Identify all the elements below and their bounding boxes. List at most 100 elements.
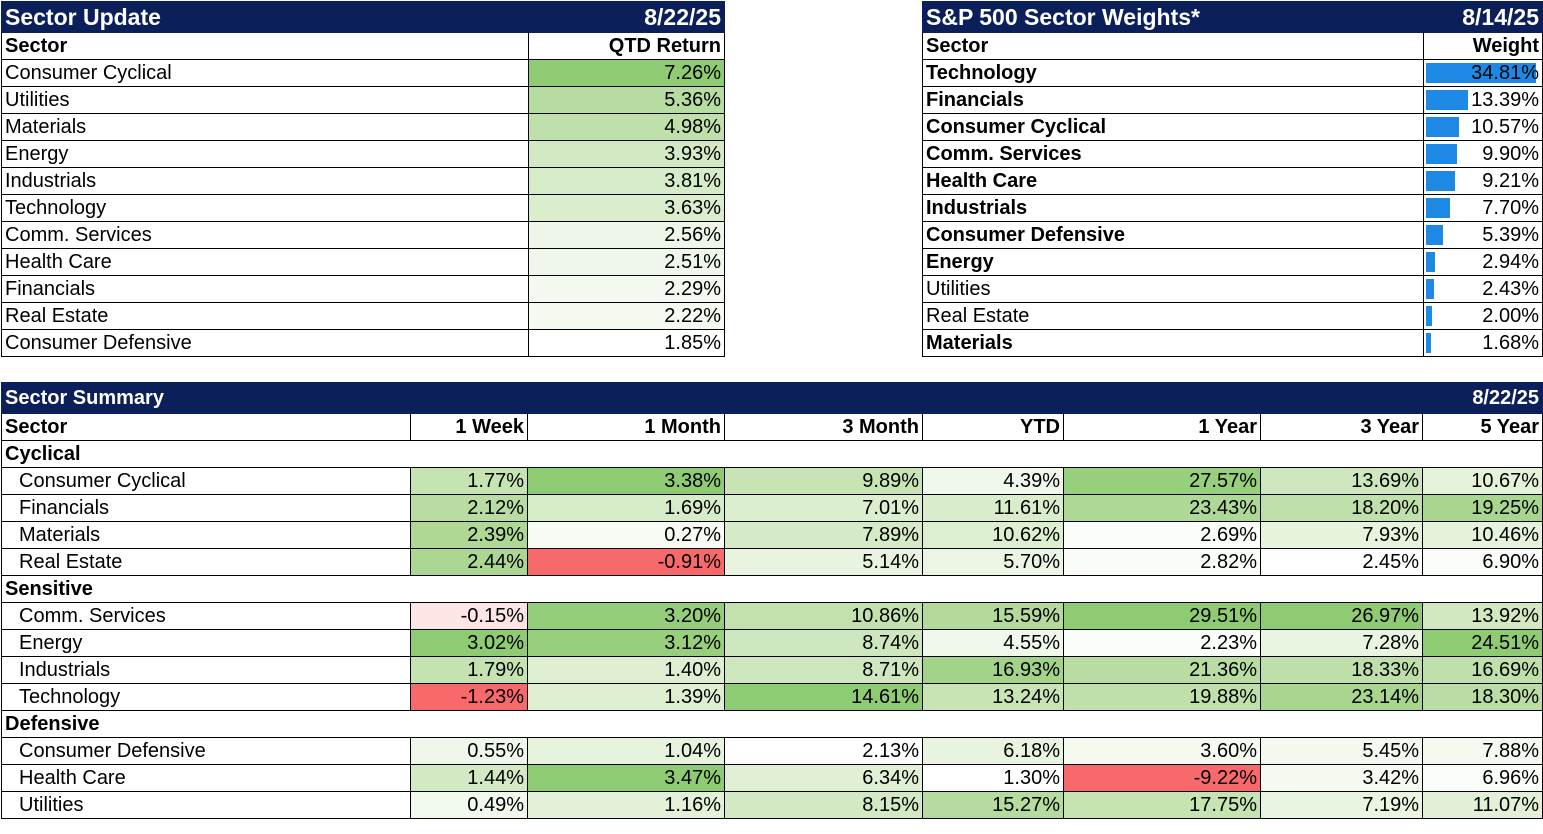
return-value: 1.77% — [410, 467, 528, 495]
table-row: Technology 34.81% — [922, 59, 1543, 87]
group-row: Cyclical — [1, 440, 1543, 468]
return-value: 10.86% — [724, 602, 923, 630]
return-value: 29.51% — [1063, 602, 1261, 630]
group-spacer — [1422, 710, 1543, 738]
table-row: Energy 2.94% — [922, 248, 1543, 276]
weight-cell: 2.00% — [1423, 302, 1543, 330]
return-value: 5.45% — [1259, 737, 1424, 765]
return-value: 2.69% — [1063, 521, 1261, 549]
table-row: Real Estate 2.22% — [1, 302, 725, 330]
sector-weights-table: S&P 500 Sector Weights* 8/14/25 Sector W… — [922, 1, 1543, 357]
qtd-return-value: 5.36% — [528, 86, 725, 114]
return-value: 5.70% — [922, 548, 1064, 576]
return-value: 13.69% — [1259, 467, 1424, 495]
return-value: 2.39% — [410, 521, 528, 549]
sector-name: Utilities — [922, 275, 1424, 303]
return-value: 1.30% — [922, 764, 1064, 792]
weight-cell: 1.68% — [1423, 329, 1543, 357]
weight-bar — [1426, 171, 1455, 191]
weight-cell: 13.39% — [1423, 86, 1543, 114]
sector-update-title: Sector Update — [1, 1, 529, 33]
group-spacer — [410, 710, 528, 738]
weight-value: 13.39% — [1471, 88, 1539, 111]
return-value: 3.38% — [527, 467, 725, 495]
return-value: 21.36% — [1063, 656, 1261, 684]
table-row: Real Estate 2.00% — [922, 302, 1543, 330]
return-value: 5.14% — [724, 548, 923, 576]
sector-name: Consumer Defensive — [922, 221, 1424, 249]
return-value: 0.55% — [410, 737, 528, 765]
header-weight: Weight — [1423, 32, 1543, 60]
weight-bar — [1426, 63, 1536, 83]
weight-bar — [1426, 90, 1468, 110]
table-row: Consumer Defensive 5.39% — [922, 221, 1543, 249]
return-value: 1.40% — [527, 656, 725, 684]
sector-update-date: 8/22/25 — [528, 1, 725, 33]
sector-name: Industrials — [1, 167, 529, 195]
group-spacer — [922, 710, 1064, 738]
sector-name: Financials — [1, 494, 411, 522]
table-row: Materials 2.39% 0.27% 7.89% 10.62% 2.69% 7.93%… — [1, 521, 1543, 549]
return-value: 10.46% — [1422, 521, 1543, 549]
return-value: 0.27% — [527, 521, 725, 549]
return-value: 3.12% — [527, 629, 725, 657]
return-value: 4.39% — [922, 467, 1064, 495]
weight-value: 2.43% — [1482, 277, 1539, 300]
group-spacer — [724, 440, 923, 468]
table-row: Consumer Cyclical 1.77% 3.38% 9.89% 4.39% 27.… — [1, 467, 1543, 495]
weight-bar — [1426, 225, 1443, 245]
return-value: 2.23% — [1063, 629, 1261, 657]
weight-bar — [1426, 117, 1459, 137]
table-row: Technology -1.23% 1.39% 14.61% 13.24% 19.88% 2… — [1, 683, 1543, 711]
sector-name: Energy — [922, 248, 1424, 276]
group-spacer — [527, 440, 725, 468]
return-value: 11.61% — [922, 494, 1064, 522]
return-value: 16.93% — [922, 656, 1064, 684]
return-value: 7.28% — [1259, 629, 1424, 657]
sector-name: Financials — [1, 275, 529, 303]
column-header: 3 Year — [1259, 413, 1424, 441]
sector-name: Consumer Defensive — [1, 329, 529, 357]
return-value: -0.91% — [527, 548, 725, 576]
header-sector: Sector — [922, 32, 1424, 60]
qtd-return-value: 3.81% — [528, 167, 725, 195]
return-value: 3.47% — [527, 764, 725, 792]
return-value: 13.24% — [922, 683, 1064, 711]
group-spacer — [1260, 440, 1423, 468]
return-value: 11.07% — [1422, 791, 1543, 819]
table-row: Financials 13.39% — [922, 86, 1543, 114]
weight-bar — [1426, 306, 1432, 326]
column-header: 1 Year — [1063, 413, 1261, 441]
qtd-return-value: 2.51% — [528, 248, 725, 276]
return-value: 27.57% — [1063, 467, 1261, 495]
return-value: 23.14% — [1259, 683, 1424, 711]
sector-name: Comm. Services — [922, 140, 1424, 168]
return-value: 2.12% — [410, 494, 528, 522]
sector-summary-title: Sector Summary — [0, 382, 1424, 414]
weight-bar — [1426, 333, 1431, 353]
return-value: 8.71% — [724, 656, 923, 684]
return-value: 15.59% — [922, 602, 1064, 630]
sector-name: Comm. Services — [1, 602, 411, 630]
sector-name: Technology — [1, 194, 529, 222]
return-value: 1.16% — [527, 791, 725, 819]
return-value: 7.19% — [1259, 791, 1424, 819]
weight-value: 9.21% — [1482, 169, 1539, 192]
sector-name: Financials — [922, 86, 1424, 114]
return-value: 18.33% — [1259, 656, 1424, 684]
sector-name: Industrials — [922, 194, 1424, 222]
return-value: -0.15% — [410, 602, 528, 630]
weight-value: 2.00% — [1482, 304, 1539, 327]
table-row: Energy 3.93% — [1, 140, 725, 168]
table-row: Utilities 5.36% — [1, 86, 725, 114]
sector-update-table: Sector Update 8/22/25 Sector QTD Return … — [1, 1, 725, 357]
return-value: 23.43% — [1063, 494, 1261, 522]
table-row: Materials 1.68% — [922, 329, 1543, 357]
qtd-return-value: 1.85% — [528, 329, 725, 357]
weight-cell: 2.94% — [1423, 248, 1543, 276]
return-value: 1.39% — [527, 683, 725, 711]
sector-name: Real Estate — [922, 302, 1424, 330]
return-value: 1.69% — [527, 494, 725, 522]
sector-name: Health Care — [1, 248, 529, 276]
return-value: 14.61% — [724, 683, 923, 711]
